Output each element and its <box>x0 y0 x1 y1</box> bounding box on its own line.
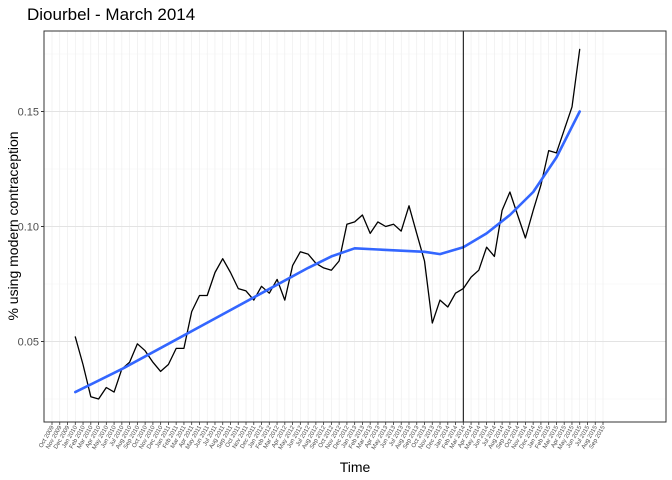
y-axis: 0.05 0.10 0.15 <box>18 107 44 349</box>
y-tick-label: 0.15 <box>18 107 39 119</box>
observed-series-line <box>74 48 581 400</box>
x-axis-title: Time <box>340 459 371 475</box>
grid <box>44 31 666 422</box>
y-axis-title: % using modern contraception <box>5 131 21 320</box>
series-layer <box>74 31 582 422</box>
chart-title: Diourbel - March 2014 <box>27 5 195 24</box>
y-tick-label: 0.10 <box>18 222 39 234</box>
smoothed-trend-line <box>74 110 582 394</box>
y-tick-label: 0.05 <box>18 337 39 349</box>
